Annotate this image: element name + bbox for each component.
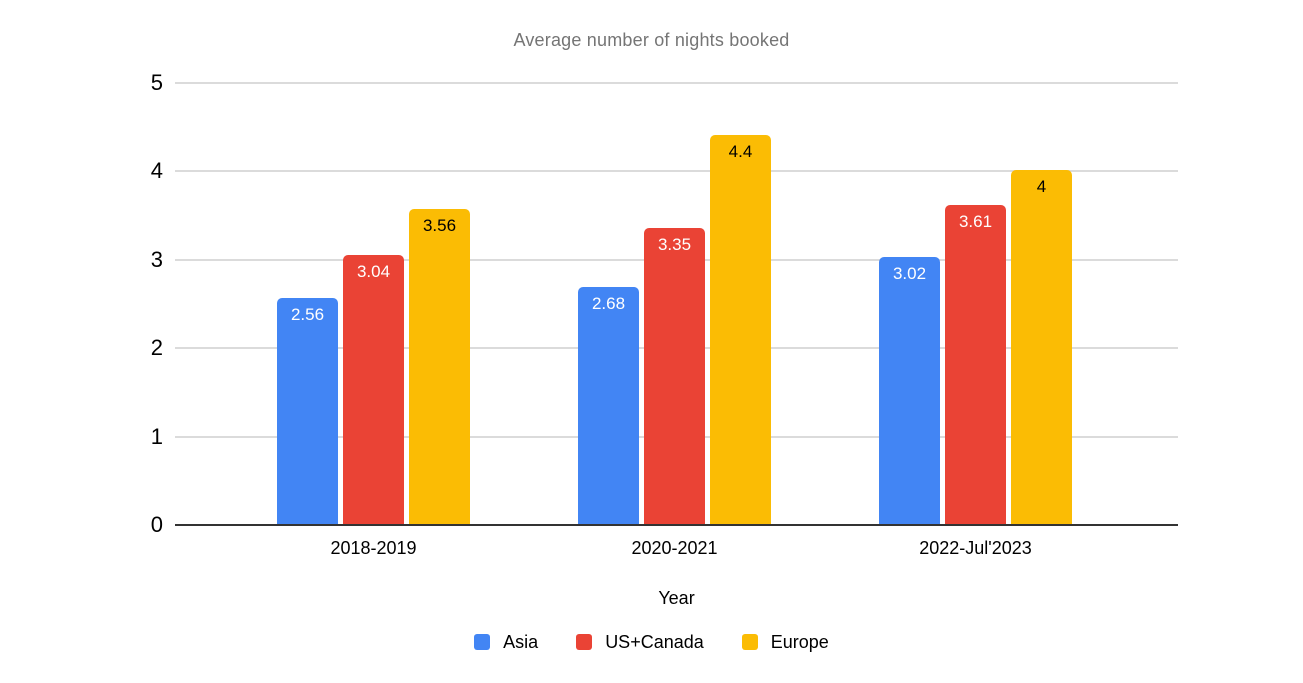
bar-value-label: 3.02 (892, 264, 927, 284)
bar-europe-2022-jul-2023: 4 (1011, 170, 1072, 524)
legend-item-europe: Europe (741, 631, 829, 653)
x-axis-title: Year (658, 588, 695, 608)
legend-label: US+Canada (605, 631, 704, 652)
bar-us-canada-2020-2021: 3.35 (644, 227, 705, 524)
bar-value-label: 3.56 (422, 216, 457, 236)
y-tick-label-0: 0 (150, 512, 163, 537)
legend-swatch-icon (576, 634, 593, 650)
bar-value-label: 4.4 (728, 142, 753, 162)
y-tick-label-1: 1 (150, 423, 163, 449)
legend-swatch-icon (741, 634, 758, 650)
gridline-4 (175, 170, 1178, 173)
x-axis-line (175, 524, 1178, 526)
legend: Asia US+Canada Europe (0, 630, 1303, 654)
bar-asia-2022-jul-2023: 3.02 (879, 257, 940, 524)
bar-value-label: 3.35 (657, 234, 692, 254)
y-tick-label-4: 4 (150, 158, 163, 184)
bar-europe-2020-2021: 4.4 (710, 135, 771, 524)
bar-asia-2018-2019: 2.56 (277, 297, 338, 524)
x-tick-label-2018-2019: 2018-2019 (330, 538, 417, 558)
y-axis: 0 1 2 3 4 5 (0, 0, 163, 683)
legend-item-us-canada: US+Canada (576, 632, 704, 653)
bar-us-canada-2018-2019: 3.04 (343, 255, 404, 524)
bar-value-label: 4 (1036, 177, 1047, 197)
bar-europe-2018-2019: 3.56 (409, 209, 470, 524)
legend-swatch-icon (474, 634, 491, 650)
legend-item-asia: Asia (474, 632, 538, 653)
bar-value-label: 3.61 (958, 211, 993, 231)
bar-us-canada-2022-jul-2023: 3.61 (945, 204, 1006, 524)
y-tick-label-3: 3 (150, 246, 163, 272)
legend-label: Europe (770, 631, 829, 652)
bar-value-label: 2.68 (591, 294, 626, 314)
chart-title: Average number of nights booked (513, 30, 790, 50)
legend-label: Asia (503, 631, 539, 652)
x-tick-label-2020-2021: 2020-2021 (631, 538, 718, 558)
bar-asia-2020-2021: 2.68 (578, 287, 639, 524)
plot-area: 2.56 3.04 3.56 2.68 3.35 4.4 3.02 3.61 4 (175, 82, 1178, 526)
x-tick-label-2022-jul-2023: 2022-Jul'2023 (919, 538, 1032, 558)
gridline-5 (175, 82, 1178, 84)
bar-value-label: 2.56 (290, 304, 325, 324)
y-tick-label-2: 2 (150, 335, 163, 361)
x-axis-labels: 2018-2019 2020-2021 2022-Jul'2023 (175, 538, 1178, 562)
bar-value-label: 3.04 (356, 262, 391, 282)
y-tick-label-5: 5 (150, 70, 163, 95)
